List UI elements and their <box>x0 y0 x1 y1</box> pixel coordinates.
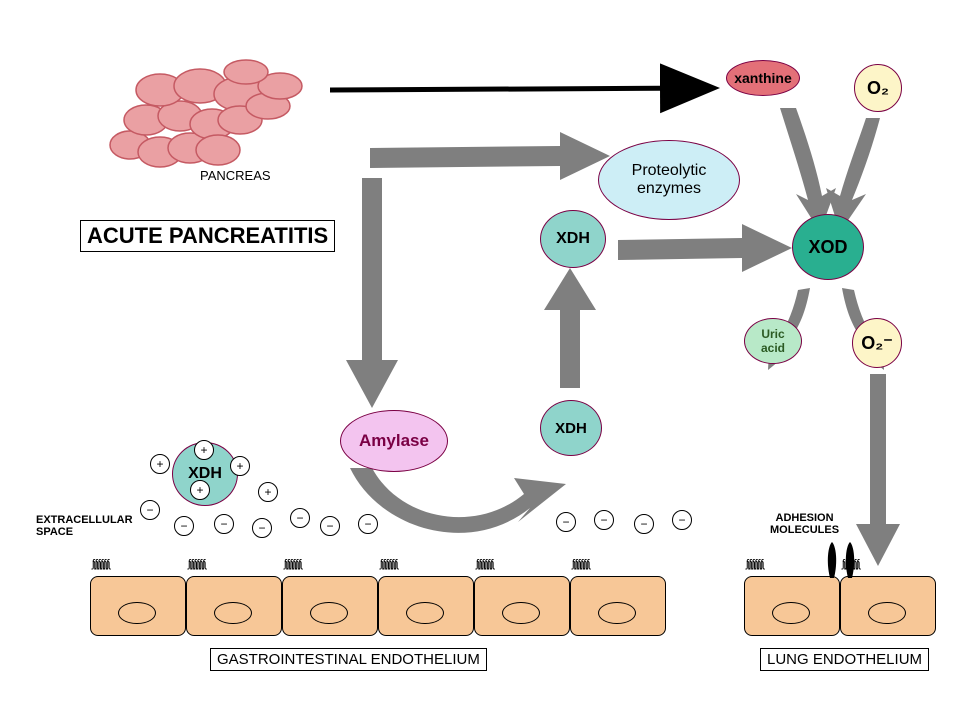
node-xanthine: xanthine <box>726 60 800 96</box>
adhesion-label: ADHESION MOLECULES <box>770 512 839 536</box>
cation-particle: + <box>258 482 278 502</box>
node-proteolytic: Proteolytic enzymes <box>598 140 740 220</box>
anion-particle: − <box>556 512 576 532</box>
glycocalyx: ʃʅʃʅʃʅʃʅʃʅʃʅ <box>92 558 182 570</box>
node-xod: XOD <box>792 214 864 280</box>
anion-particle: − <box>594 510 614 530</box>
lung-endothelium-label: LUNG ENDOTHELIUM <box>760 648 929 671</box>
glycocalyx: ʃʅʃʅʃʅʃʅʃʅʃʅ <box>284 558 374 570</box>
cation-particle: + <box>190 480 210 500</box>
anion-particle: − <box>290 508 310 528</box>
node-xdh_top: XDH <box>540 210 606 268</box>
glycocalyx: ʃʅʃʅʃʅʃʅʃʅʃʅ <box>188 558 278 570</box>
anion-particle: − <box>214 514 234 534</box>
node-uric: Uric acid <box>744 318 802 364</box>
anion-particle: − <box>140 500 160 520</box>
glycocalyx: ʃʅʃʅʃʅʃʅʃʅʃʅ <box>572 558 662 570</box>
anion-particle: − <box>252 518 272 538</box>
anion-particle: − <box>672 510 692 530</box>
gi-endothelium-label: GASTROINTESTINAL ENDOTHELIUM <box>210 648 487 671</box>
node-amylase: Amylase <box>340 410 448 472</box>
adhesion-spikes <box>820 540 870 580</box>
cation-particle: + <box>150 454 170 474</box>
glycocalyx: ʃʅʃʅʃʅʃʅʃʅʃʅ <box>380 558 470 570</box>
anion-particle: − <box>634 514 654 534</box>
node-xdh_mid: XDH <box>540 400 602 456</box>
glycocalyx: ʃʅʃʅʃʅʃʅʃʅʃʅ <box>476 558 566 570</box>
cation-particle: + <box>230 456 250 476</box>
anion-particle: − <box>320 516 340 536</box>
anion-particle: − <box>358 514 378 534</box>
anion-particle: − <box>174 516 194 536</box>
node-o2: O₂ <box>854 64 902 112</box>
node-o2minus: O₂⁻ <box>852 318 902 368</box>
cation-particle: + <box>194 440 214 460</box>
extracellular-label: EXTRACELLULAR SPACE <box>36 514 133 538</box>
